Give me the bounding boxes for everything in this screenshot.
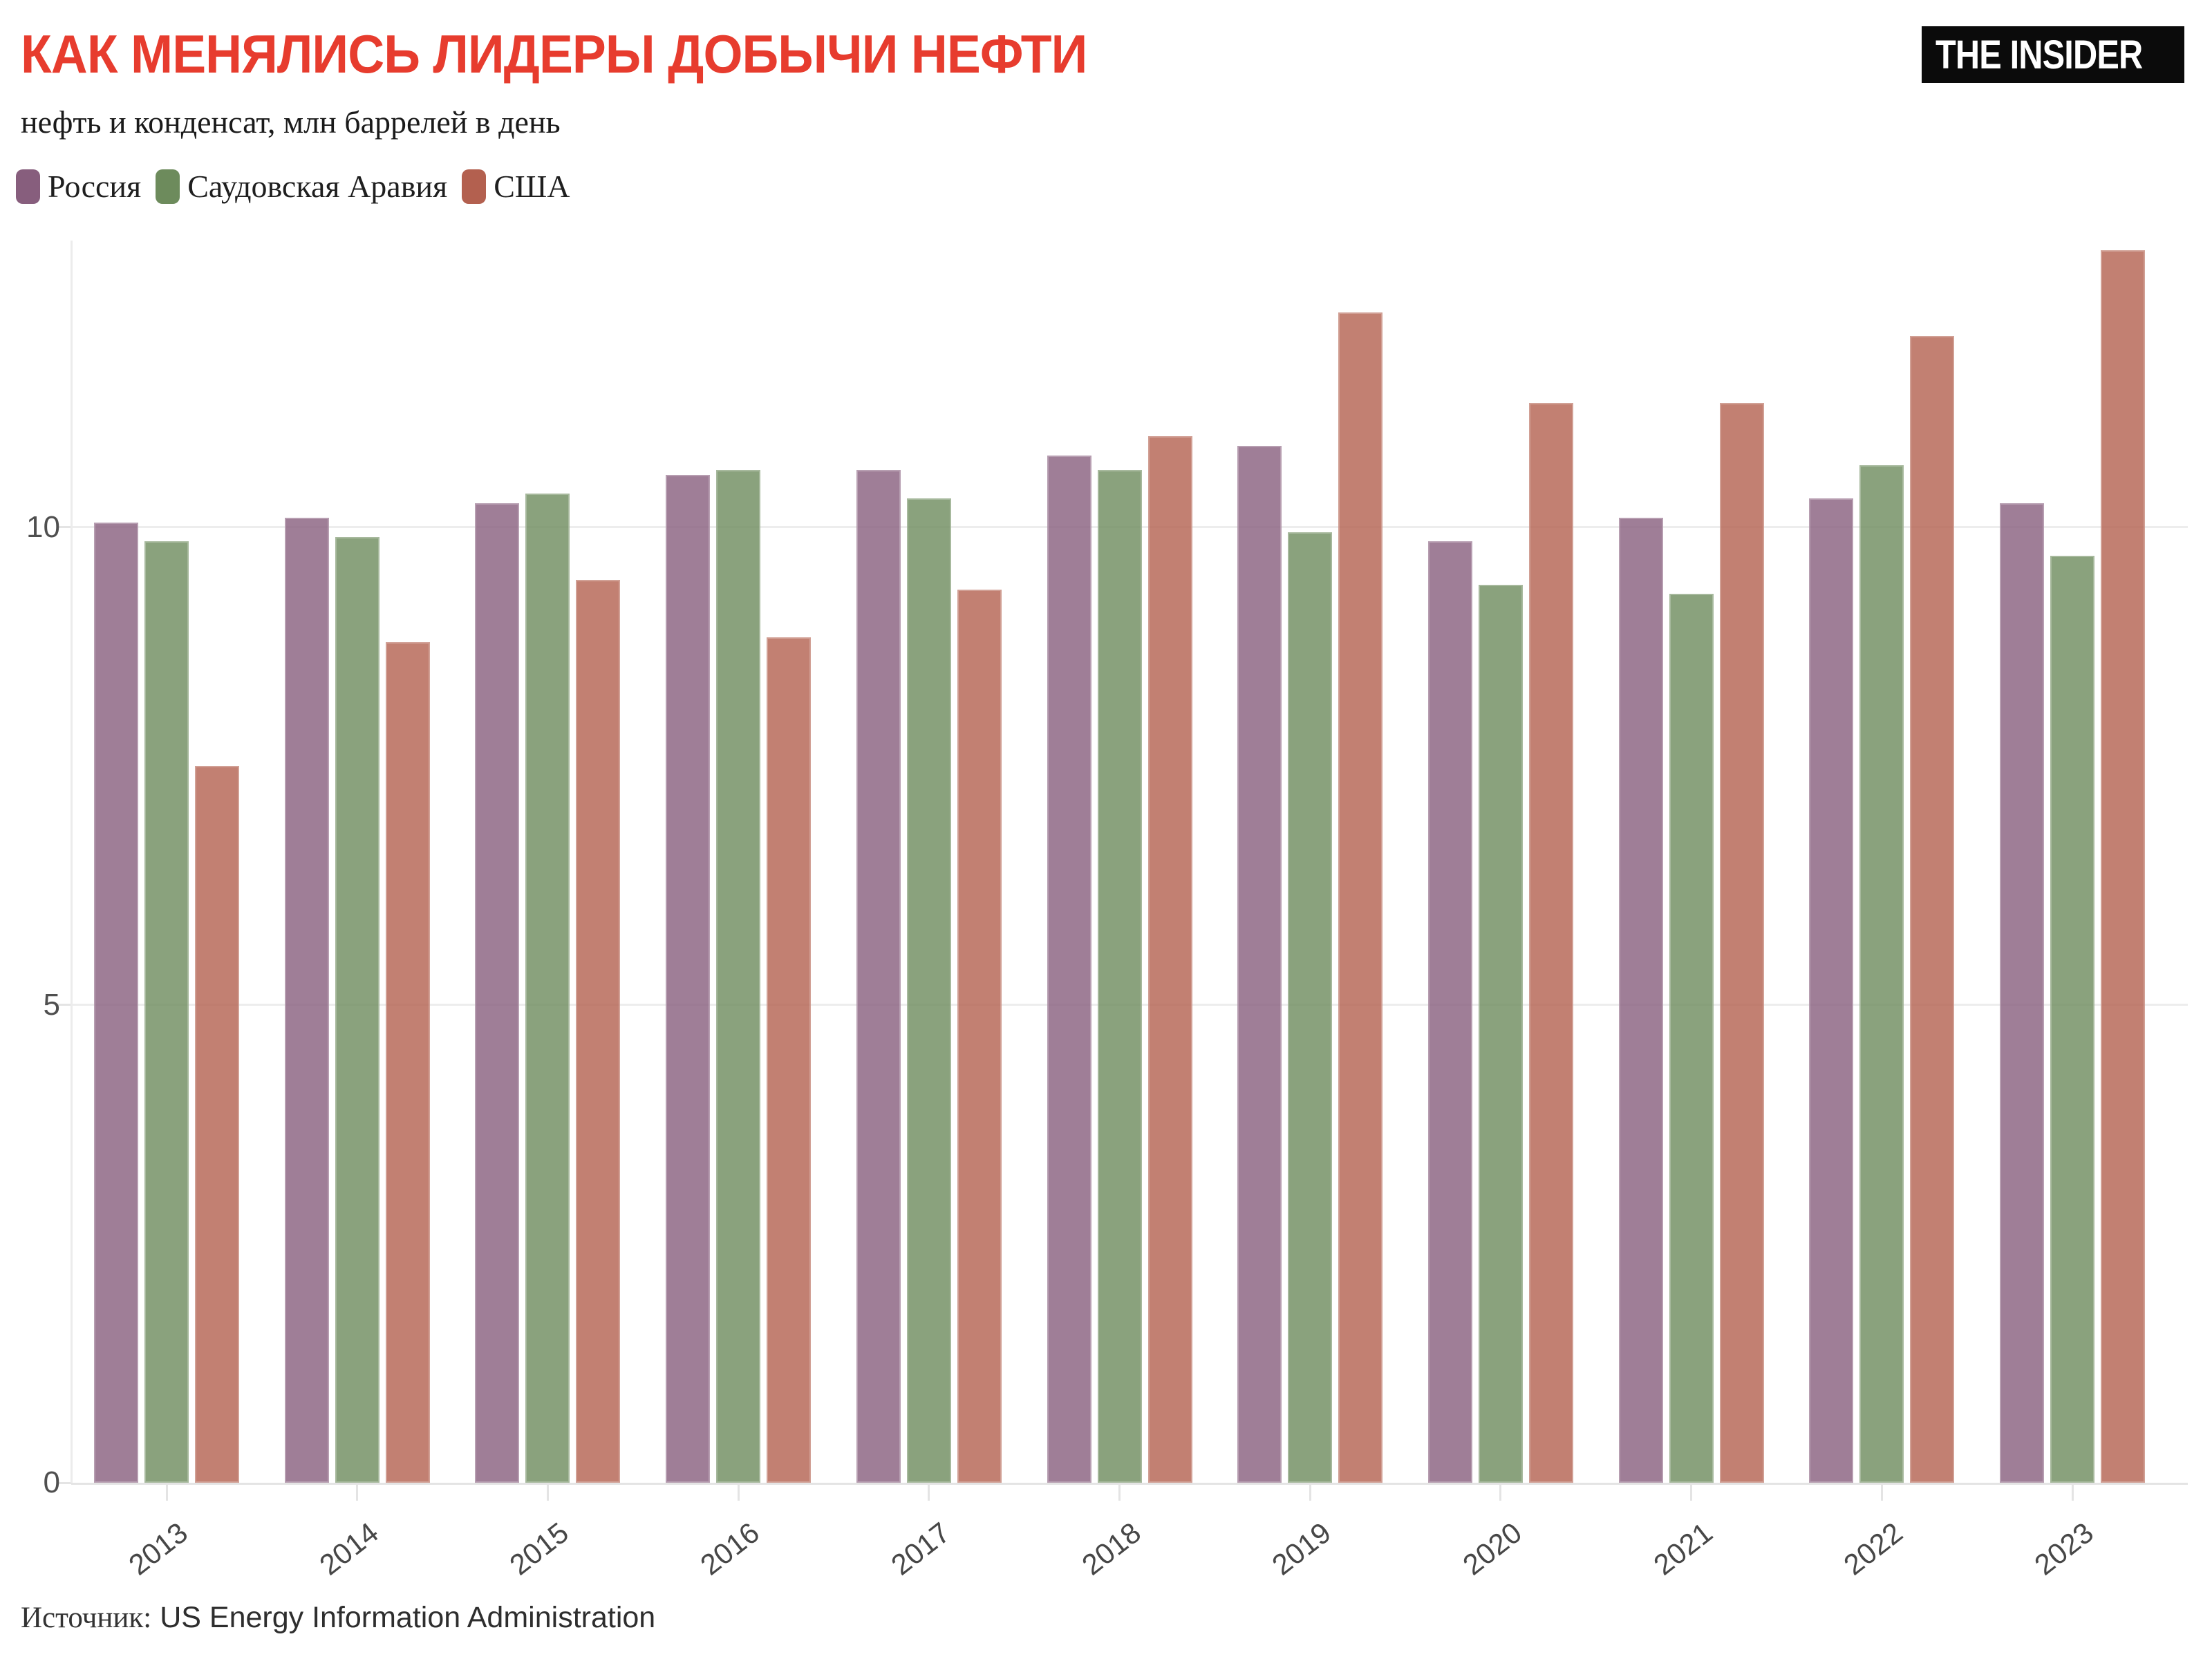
x-tick-2013 [165, 1485, 168, 1501]
x-tick-2015 [546, 1485, 549, 1501]
bar-saudi-arabia-2023 [2050, 556, 2094, 1483]
x-tick-label-2013: 2013 [122, 1516, 194, 1582]
x-tick-label-2021: 2021 [1647, 1516, 1718, 1582]
bar-saudi-arabia-2022 [1859, 465, 1904, 1483]
y-tick-0 [57, 1481, 71, 1484]
bar-usa-2015 [576, 579, 621, 1483]
bar-russia-2014 [284, 517, 329, 1483]
source-value: US Energy Information Administration [160, 1601, 656, 1634]
y-axis-line [70, 241, 73, 1483]
x-tick-2023 [2071, 1485, 2074, 1501]
bar-saudi-arabia-2016 [716, 469, 761, 1483]
x-tick-label-2017: 2017 [885, 1516, 956, 1582]
x-tick-2014 [356, 1485, 359, 1501]
x-tick-2021 [1690, 1485, 1693, 1501]
y-tick-label-10: 10 [26, 509, 60, 544]
legend-item-usa[interactable]: США [462, 168, 570, 205]
bar-usa-2021 [1719, 402, 1764, 1483]
bar-russia-2023 [2000, 503, 2044, 1483]
bar-usa-2016 [767, 637, 812, 1483]
x-tick-label-2016: 2016 [694, 1516, 766, 1582]
legend-item-russia[interactable]: Россия [16, 168, 141, 205]
bar-russia-2020 [1427, 541, 1472, 1483]
bar-saudi-arabia-2018 [1097, 469, 1142, 1483]
bar-usa-2020 [1528, 402, 1573, 1483]
x-tick-2016 [737, 1485, 740, 1501]
y-tick-10 [57, 526, 71, 529]
legend-swatch-usa [462, 169, 487, 204]
x-axis-baseline [71, 1483, 2188, 1485]
y-tick-label-0: 0 [43, 1465, 60, 1499]
x-tick-label-2015: 2015 [503, 1516, 575, 1582]
bar-russia-2016 [666, 474, 711, 1483]
y-tick-label-5: 5 [43, 987, 60, 1022]
bar-russia-2022 [1809, 498, 1854, 1483]
bar-russia-2019 [1237, 446, 1282, 1483]
source-label: Источник: [21, 1602, 152, 1634]
chart-legend: Россия Саудовская Аравия США [16, 168, 570, 205]
bar-russia-2017 [856, 469, 901, 1483]
x-tick-label-2014: 2014 [313, 1516, 384, 1582]
legend-swatch-saudi-arabia [156, 169, 180, 204]
bar-saudi-arabia-2021 [1669, 594, 1714, 1483]
chart-subtitle: нефть и конденсат, млн баррелей в день [21, 104, 561, 140]
logo-text: THE INSIDER [1936, 32, 2143, 77]
the-insider-logo: THE INSIDER [1922, 26, 2184, 83]
bar-russia-2015 [475, 503, 520, 1483]
bar-usa-2018 [1147, 436, 1192, 1483]
x-tick-label-2019: 2019 [1266, 1516, 1338, 1582]
bar-saudi-arabia-2014 [335, 536, 379, 1483]
source-line: Источник: US Energy Information Administ… [21, 1601, 655, 1635]
bar-usa-2013 [195, 766, 239, 1483]
x-tick-label-2022: 2022 [1837, 1516, 1909, 1582]
x-tick-label-2018: 2018 [1075, 1516, 1147, 1582]
bar-usa-2023 [2101, 250, 2145, 1483]
x-tick-label-2020: 2020 [1456, 1516, 1528, 1582]
bar-russia-2021 [1618, 517, 1663, 1483]
bar-usa-2017 [957, 589, 1002, 1483]
y-tick-5 [57, 1004, 71, 1006]
bar-saudi-arabia-2015 [525, 494, 570, 1483]
x-tick-2019 [1309, 1485, 1311, 1501]
bar-usa-2014 [385, 641, 430, 1483]
x-tick-2018 [1118, 1485, 1121, 1501]
legend-label-usa: США [494, 169, 570, 204]
legend-swatch-russia [16, 169, 40, 204]
bar-russia-2018 [1047, 456, 1091, 1483]
bar-saudi-arabia-2013 [144, 541, 189, 1483]
x-tick-2017 [928, 1485, 930, 1501]
legend-label-saudi-arabia: Саудовская Аравия [187, 169, 448, 204]
x-tick-label-2023: 2023 [2028, 1516, 2099, 1582]
bar-saudi-arabia-2017 [906, 498, 951, 1483]
page-title: КАК МЕНЯЛИСЬ ЛИДЕРЫ ДОБЫЧИ НЕФТИ [21, 24, 1087, 84]
bar-usa-2022 [1910, 336, 1955, 1483]
bar-usa-2019 [1338, 312, 1383, 1483]
bar-russia-2013 [94, 522, 138, 1483]
x-tick-2022 [1880, 1485, 1883, 1501]
legend-item-saudi-arabia[interactable]: Саудовская Аравия [156, 168, 447, 205]
x-tick-2020 [1499, 1485, 1502, 1501]
legend-label-russia: Россия [48, 169, 142, 204]
bar-saudi-arabia-2019 [1288, 532, 1333, 1483]
bar-saudi-arabia-2020 [1478, 584, 1523, 1483]
